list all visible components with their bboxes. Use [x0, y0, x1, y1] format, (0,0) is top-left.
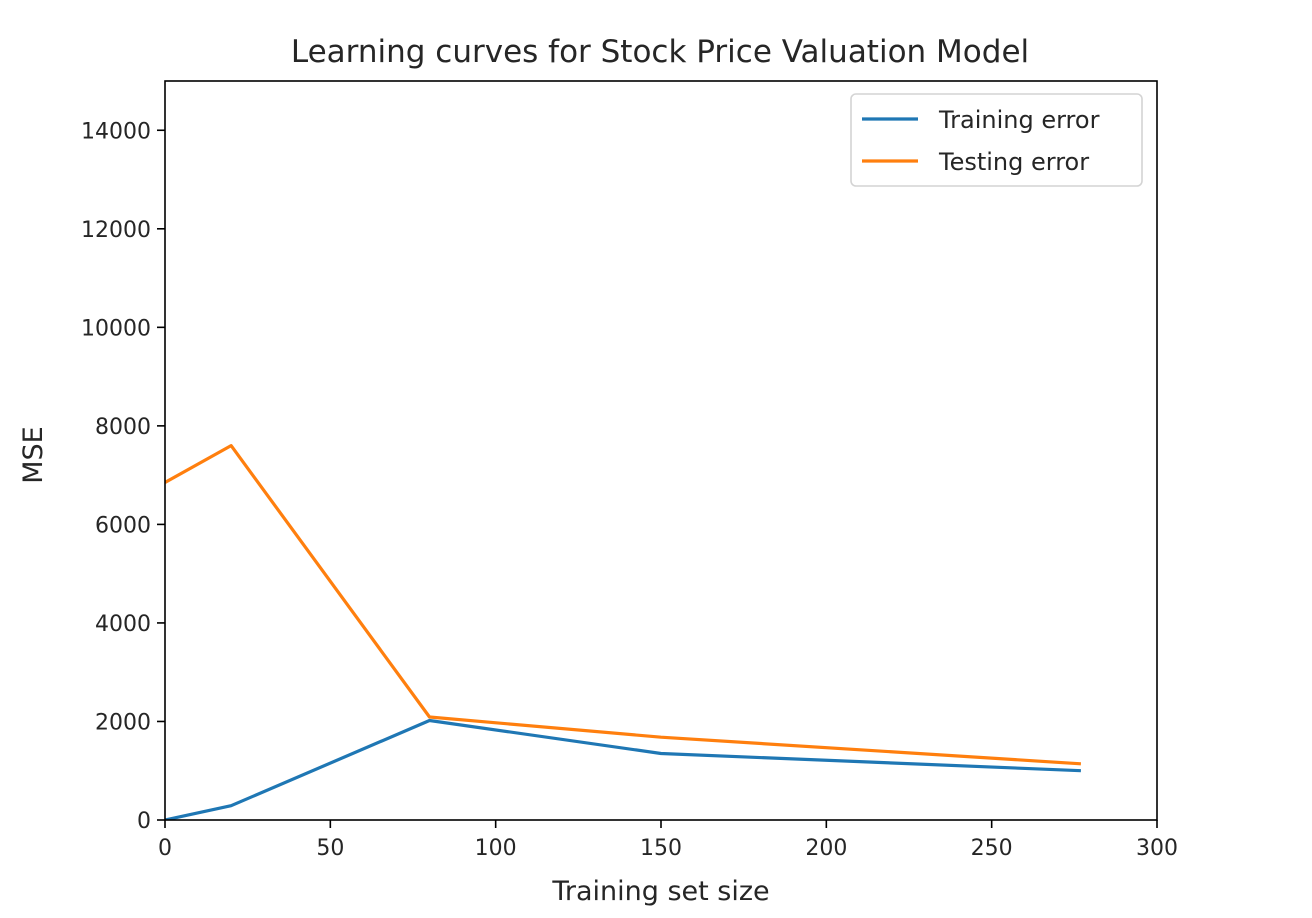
- x-axis: 0 50 100 150 200 250 300: [158, 820, 1178, 861]
- series-line-2: [165, 444, 1082, 766]
- legend-label-1: Training error: [938, 106, 1100, 134]
- y-axis-label: MSE: [18, 426, 49, 484]
- legend: Training error Testing error: [850, 93, 1143, 187]
- y-axis: 0 2000 4000 6000 8000 10000 12000 14000: [81, 119, 165, 834]
- y-tick-label: 10000: [81, 316, 151, 341]
- y-tick-label: 12000: [81, 218, 151, 243]
- plot-frame: [164, 80, 1158, 821]
- x-tick-label: 250: [971, 836, 1013, 861]
- y-tick-label: 8000: [95, 415, 151, 440]
- y-tick-label: 6000: [95, 513, 151, 538]
- x-tick-label: 200: [805, 836, 847, 861]
- x-axis-label: Training set size: [551, 876, 769, 907]
- y-tick-label: 0: [137, 809, 151, 834]
- x-tick-label: 50: [316, 836, 344, 861]
- x-tick-label: 150: [640, 836, 682, 861]
- legend-box: [850, 93, 1143, 187]
- x-tick-label: 100: [475, 836, 517, 861]
- chart-title: Learning curves for Stock Price Valuatio…: [291, 34, 1029, 70]
- y-tick-label: 14000: [81, 119, 151, 144]
- plot-series: [165, 444, 1082, 820]
- legend-label-2: Testing error: [938, 148, 1089, 176]
- y-tick-label: 4000: [95, 612, 151, 637]
- y-tick-label: 2000: [95, 710, 151, 735]
- x-tick-label: 0: [158, 836, 172, 861]
- x-tick-label: 300: [1136, 836, 1178, 861]
- series-line-1: [165, 718, 1081, 820]
